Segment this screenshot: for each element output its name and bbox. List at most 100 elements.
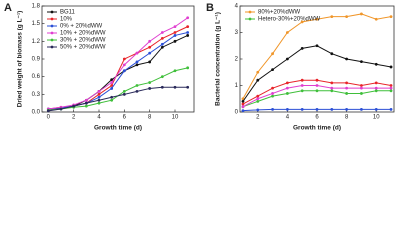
y-tick-label: 2 xyxy=(235,57,239,63)
data-point xyxy=(241,102,245,106)
data-point xyxy=(374,89,378,93)
y-tick-label: 0.6 xyxy=(32,74,41,80)
data-point xyxy=(173,31,177,34)
legend-marker xyxy=(50,45,54,49)
data-point xyxy=(389,84,393,87)
data-point xyxy=(160,75,164,79)
data-point xyxy=(285,86,289,90)
data-point xyxy=(285,107,289,111)
data-point xyxy=(186,31,190,34)
data-point xyxy=(135,60,139,64)
data-point xyxy=(315,84,319,87)
data-point xyxy=(345,92,349,95)
legend-label: 10% + 20%dWW xyxy=(60,31,106,37)
y-tick-label: 1.5 xyxy=(32,21,41,27)
data-point xyxy=(46,109,50,113)
data-point xyxy=(300,89,304,93)
x-tick-label: 2 xyxy=(72,115,76,121)
data-point xyxy=(160,31,164,34)
data-point xyxy=(345,86,349,90)
legend-label: 80%+20%dWW xyxy=(258,10,301,16)
data-point xyxy=(330,52,334,56)
data-point xyxy=(330,15,334,18)
data-point xyxy=(374,86,378,90)
data-point xyxy=(97,89,101,93)
data-line xyxy=(242,85,392,108)
legend-label: 10% xyxy=(60,17,73,23)
legend-marker xyxy=(50,17,54,21)
data-point xyxy=(84,104,88,108)
data-point xyxy=(285,31,289,34)
x-tick-label: 0 xyxy=(47,115,51,121)
data-point xyxy=(360,107,363,111)
data-point xyxy=(315,107,319,111)
data-point xyxy=(186,25,190,29)
data-point xyxy=(148,87,152,90)
data-point xyxy=(241,97,245,101)
data-point xyxy=(300,78,304,82)
data-point xyxy=(345,81,349,85)
x-tick-label: 6 xyxy=(123,115,127,121)
x-tick-label: 6 xyxy=(315,115,319,121)
data-point xyxy=(110,87,114,90)
data-point xyxy=(160,42,164,46)
data-point xyxy=(300,47,304,50)
panel-label: A xyxy=(4,2,12,14)
legend-label: 30% + 20%dWW xyxy=(60,38,106,44)
x-axis-label: Growth time (d) xyxy=(94,125,142,132)
data-point xyxy=(300,107,304,111)
data-point xyxy=(256,108,260,112)
data-point xyxy=(374,17,378,21)
data-point xyxy=(330,107,334,111)
data-point xyxy=(374,62,378,66)
data-point xyxy=(148,60,152,64)
data-point xyxy=(186,16,190,20)
data-point xyxy=(315,44,319,48)
data-point xyxy=(84,98,88,102)
data-point xyxy=(135,84,139,87)
data-point xyxy=(345,15,349,18)
y-axis-label: Dried weight of biomass (g L⁻¹) xyxy=(17,11,24,108)
data-point xyxy=(110,98,114,102)
legend-marker xyxy=(50,38,54,42)
data-point xyxy=(122,63,126,67)
data-point xyxy=(389,65,393,69)
data-point xyxy=(271,92,274,95)
data-point xyxy=(360,92,363,95)
legend-label: BG11 xyxy=(60,10,76,16)
data-point xyxy=(345,57,349,61)
data-point xyxy=(186,66,190,70)
data-point xyxy=(389,15,393,18)
data-point xyxy=(360,84,363,87)
data-point xyxy=(148,51,152,55)
panel-label: B xyxy=(206,2,214,14)
data-point xyxy=(256,100,260,103)
data-point xyxy=(241,100,245,103)
data-point xyxy=(256,70,260,74)
data-point xyxy=(148,39,152,43)
data-point xyxy=(110,78,114,82)
y-tick-label: 1 xyxy=(235,83,239,89)
data-point xyxy=(271,68,274,71)
data-point xyxy=(330,89,334,93)
data-point xyxy=(160,36,164,40)
data-point xyxy=(330,86,334,90)
data-point xyxy=(97,92,101,96)
data-point xyxy=(285,81,289,85)
x-tick-label: 10 xyxy=(373,115,380,121)
data-point xyxy=(256,94,260,98)
data-line xyxy=(48,86,188,112)
y-tick-label: 0.0 xyxy=(32,110,41,116)
data-line xyxy=(242,45,392,102)
legend-label: 50% + 20%dWW xyxy=(60,45,106,51)
legend-marker xyxy=(248,17,252,21)
data-point xyxy=(135,51,139,55)
data-point xyxy=(271,107,274,111)
data-point xyxy=(374,81,378,85)
data-point xyxy=(389,86,393,90)
data-point xyxy=(122,92,126,96)
y-tick-label: 3 xyxy=(235,30,239,36)
data-point xyxy=(110,81,114,84)
data-point xyxy=(97,98,101,102)
y-tick-label: 0 xyxy=(235,110,239,116)
